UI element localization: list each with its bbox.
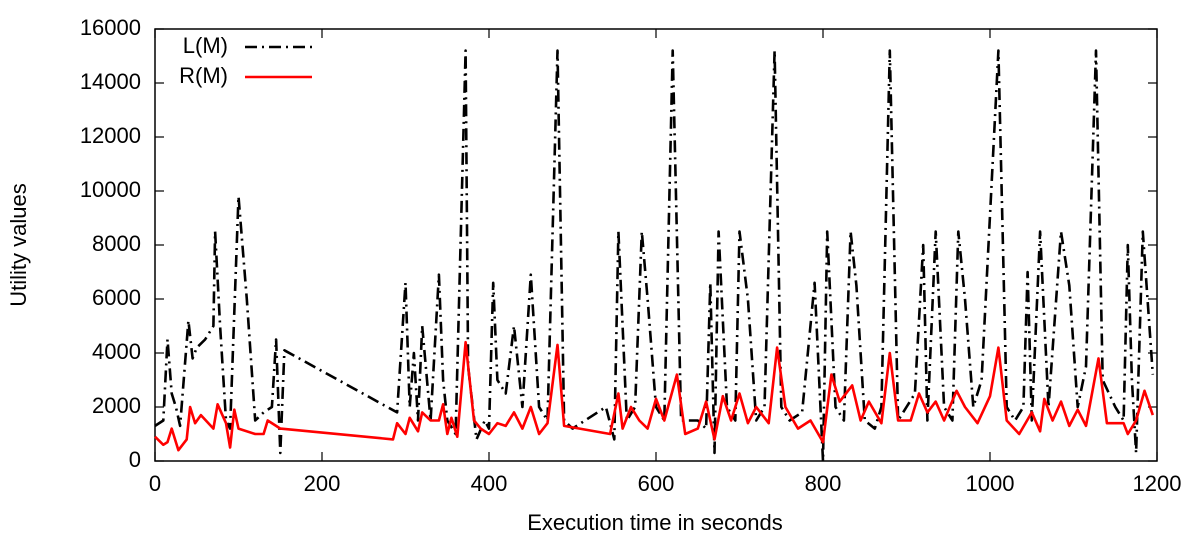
y-axis-label: Utility values xyxy=(6,183,31,306)
legend-label: L(M) xyxy=(183,33,228,58)
x-tick-label: 600 xyxy=(638,471,675,496)
y-tick-label: 12000 xyxy=(80,123,141,148)
x-tick-label: 800 xyxy=(805,471,842,496)
legend-label: R(M) xyxy=(179,63,228,88)
series-line xyxy=(154,340,1155,452)
series-line xyxy=(154,49,1155,463)
x-tick-label: 1000 xyxy=(966,471,1015,496)
y-tick-label: 8000 xyxy=(92,231,141,256)
y-tick-label: 10000 xyxy=(80,177,141,202)
y-tick-label: 6000 xyxy=(92,285,141,310)
x-tick-label: 400 xyxy=(471,471,508,496)
y-tick-label: 16000 xyxy=(80,15,141,40)
y-tick-label: 14000 xyxy=(80,69,141,94)
x-tick-label: 0 xyxy=(149,471,161,496)
x-axis-label: Execution time in seconds xyxy=(527,510,783,535)
y-tick-label: 0 xyxy=(129,447,141,472)
x-tick-label: 200 xyxy=(304,471,341,496)
x-tick-label: 1200 xyxy=(1133,471,1182,496)
y-tick-label: 2000 xyxy=(92,393,141,418)
y-tick-label: 4000 xyxy=(92,339,141,364)
